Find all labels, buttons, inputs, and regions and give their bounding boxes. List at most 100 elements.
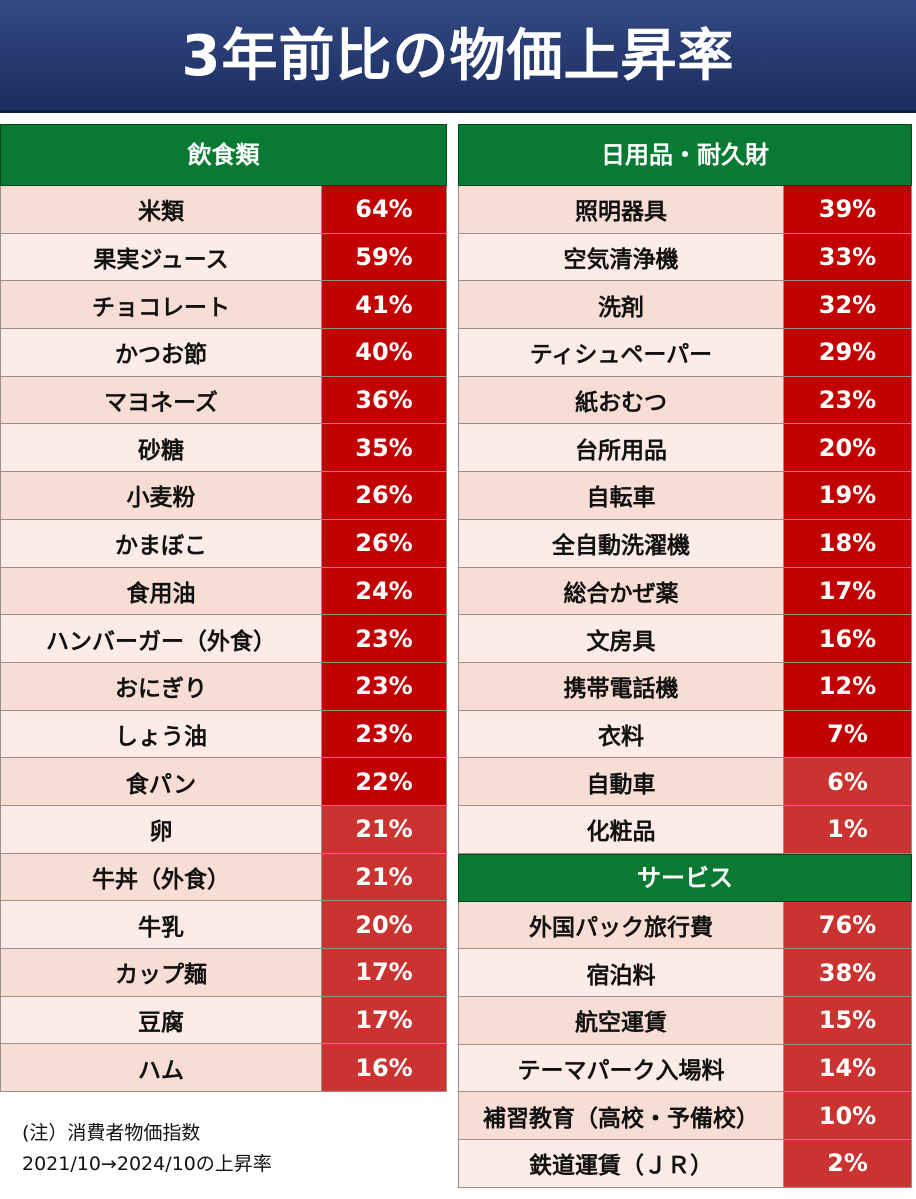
food-item-name: ハンバーガー（外食） — [1, 615, 322, 662]
food-row: 米類 64% — [0, 186, 447, 234]
services-row: 外国パック旅行費 76% — [458, 901, 912, 950]
services-row: 宿泊料 38% — [458, 949, 912, 997]
food-row: おにぎり 23% — [0, 662, 447, 711]
goods-item-rate: 33% — [784, 233, 911, 281]
goods-item-rate: 29% — [784, 329, 911, 376]
goods-item-name: 総合かぜ薬 — [459, 567, 784, 615]
food-item-name: 食用油 — [1, 567, 322, 615]
goods-item-rate: 1% — [784, 805, 911, 853]
goods-section-header: 日用品・耐久財 — [458, 124, 912, 186]
services-item-rate: 10% — [784, 1092, 911, 1140]
goods-item-name: 紙おむつ — [459, 376, 784, 424]
goods-row: 照明器具 39% — [458, 186, 912, 234]
goods-item-rate: 32% — [784, 281, 911, 329]
goods-item-name: 化粧品 — [459, 805, 784, 853]
food-item-rate: 23% — [322, 710, 446, 758]
food-row: 卵 21% — [0, 805, 447, 854]
food-item-rate: 26% — [322, 519, 446, 567]
goods-item-name: 洗剤 — [459, 281, 784, 329]
goods-item-rate: 17% — [784, 567, 911, 615]
goods-row: ティシュペーパー 29% — [458, 329, 912, 377]
goods-item-rate: 16% — [784, 615, 911, 662]
food-item-name: 小麦粉 — [1, 472, 322, 519]
goods-row: 全自動洗濯機 18% — [458, 519, 912, 568]
food-table: 飲食類 米類 64% 果実ジュース 59% チョコレート 41% かつお節 40% マヨネーズ 3… — [0, 124, 447, 1093]
food-item-name: チョコレート — [1, 281, 322, 329]
footnote-line-2: 2021/10→2024/10の上昇率 — [22, 1153, 272, 1175]
goods-item-name: 文房具 — [459, 615, 784, 662]
food-section-header: 飲食類 — [0, 124, 447, 186]
food-item-rate: 23% — [322, 662, 446, 710]
goods-rows: 照明器具 39% 空気清浄機 33% 洗剤 32% ティシュペーパー 29% 紙おむつ 23% 台所… — [458, 186, 912, 854]
food-item-rate: 40% — [322, 329, 446, 376]
food-item-name: 牛丼（外食） — [1, 853, 322, 901]
food-item-rate: 22% — [322, 758, 446, 805]
food-item-name: かまぼこ — [1, 519, 322, 567]
goods-row: 空気清浄機 33% — [458, 233, 912, 282]
services-item-name: 鉄道運賃（ＪＲ） — [459, 1140, 784, 1187]
services-section-header: サービス — [458, 853, 912, 902]
services-row: 補習教育（高校・予備校） 10% — [458, 1092, 912, 1141]
goods-item-rate: 12% — [784, 662, 911, 710]
food-row: カップ麺 17% — [0, 949, 447, 997]
food-row: 豆腐 17% — [0, 996, 447, 1045]
goods-item-rate: 7% — [784, 710, 911, 758]
food-item-name: カップ麺 — [1, 949, 322, 996]
services-row: 航空運賃 15% — [458, 997, 912, 1045]
food-item-name: 米類 — [1, 186, 322, 233]
food-row: チョコレート 41% — [0, 281, 447, 330]
goods-item-name: 全自動洗濯機 — [459, 519, 784, 567]
food-item-name: 牛乳 — [1, 901, 322, 948]
food-item-name: 卵 — [1, 805, 322, 853]
goods-item-rate: 18% — [784, 519, 911, 567]
goods-item-rate: 23% — [784, 376, 911, 424]
food-item-name: マヨネーズ — [1, 376, 322, 424]
food-item-name: 砂糖 — [1, 424, 322, 472]
food-item-rate: 35% — [322, 424, 446, 472]
services-rows: 外国パック旅行費 76% 宿泊料 38% 航空運賃 15% テーマパーク入場料 14% 補習教育… — [458, 901, 912, 1188]
goods-item-rate: 19% — [784, 472, 911, 519]
food-row: 牛丼（外食） 21% — [0, 853, 447, 902]
food-item-rate: 23% — [322, 615, 446, 662]
goods-row: 洗剤 32% — [458, 281, 912, 330]
food-row: しょう油 23% — [0, 710, 447, 759]
goods-row: 紙おむつ 23% — [458, 376, 912, 425]
title-banner: 3年前比の物価上昇率 — [0, 0, 916, 113]
food-row: 食パン 22% — [0, 758, 447, 806]
food-row: かつお節 40% — [0, 329, 447, 377]
goods-item-rate: 39% — [784, 186, 911, 233]
services-item-rate: 38% — [784, 949, 911, 996]
services-item-rate: 15% — [784, 997, 911, 1044]
footnote: (注）消費者物価指数 2021/10→2024/10の上昇率 — [22, 1118, 272, 1180]
food-item-rate: 20% — [322, 901, 446, 948]
food-item-rate: 21% — [322, 805, 446, 853]
food-item-name: 豆腐 — [1, 996, 322, 1044]
goods-item-name: 携帯電話機 — [459, 662, 784, 710]
food-row: ハム 16% — [0, 1044, 447, 1093]
goods-item-name: 台所用品 — [459, 424, 784, 472]
food-rows: 米類 64% 果実ジュース 59% チョコレート 41% かつお節 40% マヨネーズ 36% 砂糖… — [0, 186, 447, 1093]
goods-row: 自転車 19% — [458, 472, 912, 520]
services-item-name: 航空運賃 — [459, 997, 784, 1044]
food-row: かまぼこ 26% — [0, 519, 447, 568]
goods-item-name: 照明器具 — [459, 186, 784, 233]
goods-item-name: 衣料 — [459, 710, 784, 758]
page-title: 3年前比の物価上昇率 — [181, 24, 735, 89]
services-row: 鉄道運賃（ＪＲ） 2% — [458, 1140, 912, 1188]
food-row: マヨネーズ 36% — [0, 376, 447, 425]
food-item-rate: 41% — [322, 281, 446, 329]
food-item-rate: 36% — [322, 376, 446, 424]
services-item-rate: 14% — [784, 1044, 911, 1092]
food-item-rate: 64% — [322, 186, 446, 233]
food-item-rate: 24% — [322, 567, 446, 615]
services-item-name: テーマパーク入場料 — [459, 1044, 784, 1092]
goods-row: 衣料 7% — [458, 710, 912, 759]
goods-row: 自動車 6% — [458, 758, 912, 806]
food-item-name: しょう油 — [1, 710, 322, 758]
food-row: 牛乳 20% — [0, 901, 447, 949]
goods-item-name: ティシュペーパー — [459, 329, 784, 376]
food-row: 小麦粉 26% — [0, 472, 447, 520]
goods-services-table: 日用品・耐久財 照明器具 39% 空気清浄機 33% 洗剤 32% ティシュペーパー 29% 紙… — [458, 124, 912, 1188]
food-item-rate: 26% — [322, 472, 446, 519]
food-row: 砂糖 35% — [0, 424, 447, 473]
